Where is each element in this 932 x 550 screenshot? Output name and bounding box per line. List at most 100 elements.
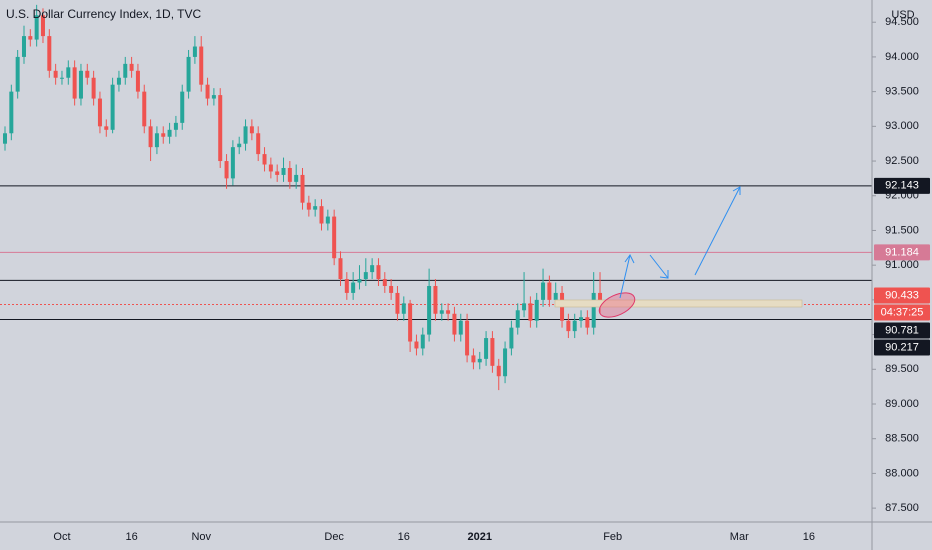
candle-body bbox=[528, 303, 533, 321]
candle-body bbox=[243, 126, 248, 144]
candle-body bbox=[446, 310, 451, 314]
y-tick-label: 94.000 bbox=[885, 51, 919, 63]
y-tick-label: 89.000 bbox=[885, 398, 919, 410]
candle-body bbox=[129, 63, 134, 71]
y-tick-label: 88.000 bbox=[885, 467, 919, 479]
candle-body bbox=[28, 36, 33, 40]
candle-body bbox=[78, 70, 83, 99]
level-label: 92.143 bbox=[885, 180, 919, 192]
candle-body bbox=[249, 126, 254, 134]
level-label: 90.217 bbox=[885, 341, 919, 353]
x-tick-label: 16 bbox=[125, 531, 137, 543]
candle-body bbox=[9, 91, 14, 134]
zone-rect bbox=[554, 299, 803, 308]
candle-body bbox=[40, 15, 45, 37]
candle-body bbox=[395, 292, 400, 314]
candle-body bbox=[262, 154, 267, 165]
candle-body bbox=[300, 174, 305, 203]
candle-body bbox=[218, 95, 223, 162]
candle-body bbox=[205, 84, 210, 99]
plot-area bbox=[0, 4, 872, 391]
level-label-bg bbox=[874, 322, 930, 339]
candle-body bbox=[370, 265, 375, 273]
arrow bbox=[619, 254, 631, 299]
candle-body bbox=[268, 164, 273, 172]
candle-body bbox=[414, 341, 419, 349]
y-tick-label: 91.500 bbox=[885, 224, 919, 236]
candle-body bbox=[224, 161, 229, 179]
candle-body bbox=[275, 171, 280, 175]
candle-body bbox=[357, 279, 362, 283]
x-tick-label: 2021 bbox=[468, 531, 492, 543]
y-tick-label: 94.500 bbox=[885, 16, 919, 28]
candle-body bbox=[287, 167, 292, 182]
candle-body bbox=[408, 303, 413, 342]
y-tick-label: 93.500 bbox=[885, 86, 919, 98]
candle-body bbox=[509, 327, 514, 349]
candle-body bbox=[91, 77, 96, 99]
candle-body bbox=[363, 272, 368, 280]
candle-body bbox=[230, 147, 235, 179]
candle-body bbox=[338, 258, 343, 280]
candle-body bbox=[376, 265, 381, 280]
candle-body bbox=[313, 206, 318, 210]
candle-body bbox=[186, 56, 191, 92]
axes: 87.50088.00088.50089.00089.50090.00090.5… bbox=[53, 16, 930, 543]
candle-body bbox=[332, 216, 337, 259]
candle-body bbox=[256, 133, 261, 155]
candle-body bbox=[547, 282, 552, 300]
currency-label: USD bbox=[891, 9, 914, 21]
level-label-bg bbox=[874, 339, 930, 356]
candle-body bbox=[53, 70, 58, 78]
y-tick-label: 92.500 bbox=[885, 155, 919, 167]
candle-body bbox=[294, 174, 299, 182]
level-label-bg bbox=[874, 177, 930, 194]
level-label: 90.781 bbox=[885, 324, 919, 336]
candle-body bbox=[553, 292, 558, 300]
highlight-ellipse bbox=[598, 292, 636, 318]
x-tick-label: Mar bbox=[730, 531, 749, 543]
candle-body bbox=[306, 202, 311, 210]
candle-body bbox=[585, 317, 590, 328]
candle-body bbox=[490, 338, 495, 366]
candle-body bbox=[522, 303, 527, 311]
candle-body bbox=[427, 285, 432, 335]
candle-body bbox=[325, 216, 330, 224]
y-tick-label: 93.000 bbox=[885, 120, 919, 132]
candle-body bbox=[439, 310, 444, 314]
candle-body bbox=[66, 67, 71, 78]
y-tick-label: 89.500 bbox=[885, 363, 919, 375]
current-price-label: 90.433 bbox=[885, 289, 919, 301]
candle-body bbox=[173, 122, 178, 130]
candle-body bbox=[389, 285, 394, 293]
candle-body bbox=[110, 84, 115, 130]
candle-body bbox=[458, 320, 463, 335]
candle-body bbox=[591, 292, 596, 328]
candle-body bbox=[319, 206, 324, 224]
x-tick-label: 16 bbox=[803, 531, 815, 543]
candle-body bbox=[281, 167, 286, 175]
candle-body bbox=[59, 77, 64, 79]
projection-arrows bbox=[619, 186, 741, 299]
candle-body bbox=[142, 91, 147, 127]
level-label: 91.184 bbox=[885, 246, 919, 258]
arrow-head bbox=[624, 254, 635, 264]
candle-body bbox=[534, 299, 539, 321]
candle-body bbox=[47, 36, 52, 71]
candle-body bbox=[598, 292, 603, 305]
candle-body bbox=[135, 70, 140, 92]
candle-body bbox=[344, 279, 349, 293]
candle-body bbox=[148, 126, 153, 148]
candle-body bbox=[484, 338, 489, 359]
candle-body bbox=[433, 285, 438, 314]
candle-body bbox=[154, 133, 159, 148]
countdown-label: 04:37:25 bbox=[881, 306, 924, 318]
y-tick-label: 88.500 bbox=[885, 433, 919, 445]
y-tick-label: 91.000 bbox=[885, 259, 919, 271]
arrow bbox=[694, 186, 741, 276]
x-tick-label: Feb bbox=[603, 531, 622, 543]
candle-body bbox=[515, 310, 520, 328]
arrow-head bbox=[659, 270, 669, 279]
